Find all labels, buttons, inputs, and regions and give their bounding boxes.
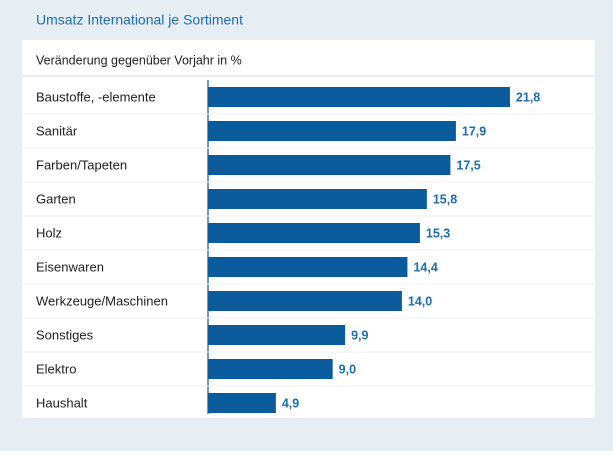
value-label: 9,0	[339, 362, 356, 376]
category-label: Werkzeuge/Maschinen	[36, 293, 168, 308]
category-label: Garten	[36, 191, 76, 206]
category-label: Holz	[36, 225, 62, 240]
bar	[208, 291, 402, 311]
category-label: Sonstiges	[36, 327, 94, 342]
value-label: 17,5	[456, 158, 480, 172]
value-label: 17,9	[462, 124, 486, 138]
bar	[208, 121, 456, 141]
bar	[208, 325, 346, 345]
value-label: 4,9	[282, 396, 299, 410]
category-label: Elektro	[36, 361, 76, 376]
bar	[208, 257, 408, 277]
category-label: Baustoffe, -elemente	[36, 89, 156, 104]
value-label: 9,9	[351, 328, 368, 342]
bar	[208, 223, 420, 243]
bar	[208, 87, 510, 107]
bar	[208, 393, 276, 413]
bar	[208, 359, 333, 379]
category-label: Haushalt	[36, 395, 88, 410]
bar	[208, 155, 451, 175]
value-label: 15,8	[433, 192, 457, 206]
category-label: Eisenwaren	[36, 259, 104, 274]
bar	[208, 189, 427, 209]
value-label: 15,3	[426, 226, 450, 240]
category-label: Sanitär	[36, 123, 78, 138]
value-label: 14,4	[413, 260, 437, 274]
value-label: 21,8	[516, 90, 540, 104]
category-label: Farben/Tapeten	[36, 157, 127, 172]
chart-title: Umsatz International je Sortiment	[36, 12, 243, 28]
value-label: 14,0	[408, 294, 432, 308]
chart-subtitle: Veränderung gegenüber Vorjahr in %	[36, 53, 242, 67]
